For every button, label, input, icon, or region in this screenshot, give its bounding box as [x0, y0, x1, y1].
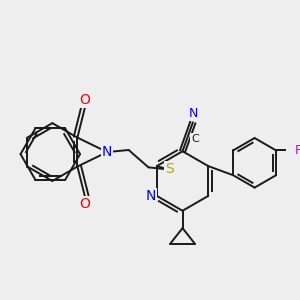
- Text: S: S: [165, 162, 173, 176]
- Text: O: O: [80, 197, 90, 211]
- Text: O: O: [80, 93, 90, 107]
- Text: F: F: [294, 144, 300, 157]
- Text: C: C: [191, 134, 199, 144]
- Text: N: N: [146, 189, 156, 203]
- Text: N: N: [102, 145, 112, 159]
- Text: N: N: [189, 107, 198, 120]
